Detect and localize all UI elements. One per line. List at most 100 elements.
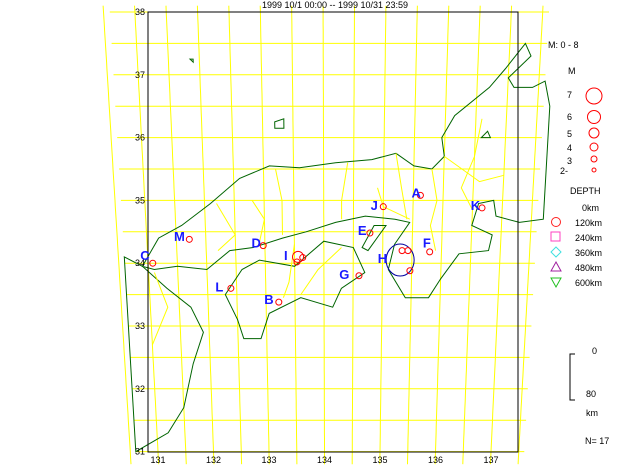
area-highlight bbox=[385, 243, 415, 277]
legend-depth-diamond bbox=[550, 246, 562, 258]
depth-scale-bar bbox=[569, 353, 575, 401]
legend-depth-triangle-up bbox=[550, 260, 562, 272]
event-marker bbox=[299, 254, 307, 262]
legend-m-title: M bbox=[568, 66, 576, 76]
legend-m-circle bbox=[590, 155, 598, 163]
site-label-l: L bbox=[215, 279, 223, 294]
lat-tick-label: 35 bbox=[135, 195, 145, 205]
prefecture-boundary bbox=[395, 153, 408, 220]
event-marker bbox=[379, 203, 387, 211]
legend-symbols bbox=[550, 87, 603, 401]
legend-m-2: 2- bbox=[560, 166, 569, 176]
scale-unit-label: km bbox=[586, 408, 598, 418]
earthquake-events bbox=[149, 191, 486, 306]
lat-lon-grid bbox=[102, 5, 549, 465]
prefecture-boundary bbox=[377, 187, 411, 220]
legend-m-4: 4 bbox=[567, 143, 573, 153]
grid-lon-line bbox=[517, 5, 544, 465]
legend-depth-triangle-down bbox=[550, 277, 562, 289]
coast-segment bbox=[123, 256, 204, 453]
grid-lon-line bbox=[196, 5, 215, 465]
event-marker bbox=[275, 298, 283, 306]
grid-lon-line bbox=[407, 5, 418, 465]
prefecture-boundary bbox=[300, 247, 342, 295]
site-label-c: C bbox=[140, 248, 150, 263]
lat-tick-label: 34 bbox=[135, 258, 145, 268]
legend-m-circle bbox=[589, 142, 599, 152]
event-marker bbox=[149, 259, 157, 267]
event-marker bbox=[478, 204, 486, 212]
lat-tick-label: 31 bbox=[135, 447, 145, 457]
map-frame bbox=[147, 11, 519, 453]
coast-segment bbox=[141, 42, 551, 299]
coast-segment bbox=[361, 225, 387, 252]
site-labels: A J K E F M D I H C G L B bbox=[140, 185, 480, 307]
prefecture-boundary bbox=[216, 203, 236, 251]
site-label-d: D bbox=[251, 236, 260, 251]
legend-depth-title: DEPTH bbox=[570, 186, 601, 196]
coast-segment bbox=[480, 130, 492, 139]
legend-m-6: 6 bbox=[567, 112, 573, 122]
grid-lon-line bbox=[134, 5, 160, 465]
site-label-f: F bbox=[423, 236, 431, 251]
prefecture-boundary bbox=[275, 168, 283, 235]
legend-depth-0: 0km bbox=[582, 203, 600, 213]
legend-depth-square bbox=[550, 231, 561, 242]
prefecture-boundary bbox=[251, 200, 265, 245]
grid-lon-line bbox=[489, 5, 513, 465]
legend-m-circle bbox=[585, 87, 603, 105]
coast-segment bbox=[224, 240, 366, 340]
legend-m-circle bbox=[587, 110, 601, 124]
legend-m-circle bbox=[591, 167, 597, 173]
legend-depth-360: 360km bbox=[575, 248, 603, 258]
event-marker bbox=[366, 229, 374, 237]
prefecture-boundary bbox=[151, 272, 169, 345]
site-label-g: G bbox=[339, 267, 349, 282]
legend-depth-600: 600km bbox=[575, 278, 603, 288]
grid-lon-line bbox=[102, 5, 132, 465]
lat-tick-label: 32 bbox=[135, 384, 145, 394]
event-marker bbox=[426, 248, 434, 256]
grid-lon-line bbox=[259, 5, 270, 465]
prefecture-boundary bbox=[429, 168, 438, 251]
scale-top-label: 0 bbox=[592, 346, 598, 356]
lat-tick-label: 37 bbox=[135, 70, 145, 80]
site-label-h: H bbox=[378, 251, 387, 266]
prefecture-boundary bbox=[460, 118, 483, 211]
prefecture-boundary bbox=[444, 155, 504, 183]
lat-tick-label: 33 bbox=[135, 321, 145, 331]
legend-m-circle bbox=[588, 127, 600, 139]
legend-depth-120: 120km bbox=[575, 218, 603, 228]
grid-lon-line bbox=[322, 5, 325, 465]
legend-m-5: 5 bbox=[567, 129, 573, 139]
site-label-e: E bbox=[358, 223, 367, 238]
legend-depth-480: 480km bbox=[575, 263, 603, 273]
grid-lon-line bbox=[165, 5, 187, 465]
coastline bbox=[123, 42, 551, 453]
lon-tick-label: 136 bbox=[428, 455, 443, 465]
grid-lon-line bbox=[351, 5, 355, 465]
prefecture-boundary bbox=[341, 162, 349, 220]
coast-segment bbox=[274, 118, 285, 129]
period-title: 1999 10/1 00:00 -- 1999 10/31 23:59 bbox=[261, 0, 409, 10]
site-label-k: K bbox=[471, 198, 481, 213]
site-label-b: B bbox=[264, 292, 273, 307]
lat-tick-label: 38 bbox=[135, 7, 145, 17]
event-count: N= 17 bbox=[585, 436, 610, 446]
lon-tick-label: 132 bbox=[206, 455, 221, 465]
axis-ticks: 131 132 133 134 135 136 137 38 37 36 35 34 33 32 31 bbox=[135, 7, 499, 465]
event-marker bbox=[259, 242, 267, 250]
site-label-m: M bbox=[174, 229, 185, 244]
event-marker bbox=[227, 284, 235, 292]
event-marker bbox=[398, 247, 406, 255]
lon-tick-label: 134 bbox=[317, 455, 332, 465]
event-marker bbox=[185, 235, 193, 243]
site-label-j: J bbox=[371, 198, 378, 213]
event-marker bbox=[293, 258, 301, 266]
event-marker bbox=[404, 247, 412, 255]
lon-tick-label: 131 bbox=[150, 455, 165, 465]
event-marker bbox=[292, 250, 305, 263]
lon-tick-label: 133 bbox=[261, 455, 276, 465]
event-marker bbox=[416, 191, 424, 199]
